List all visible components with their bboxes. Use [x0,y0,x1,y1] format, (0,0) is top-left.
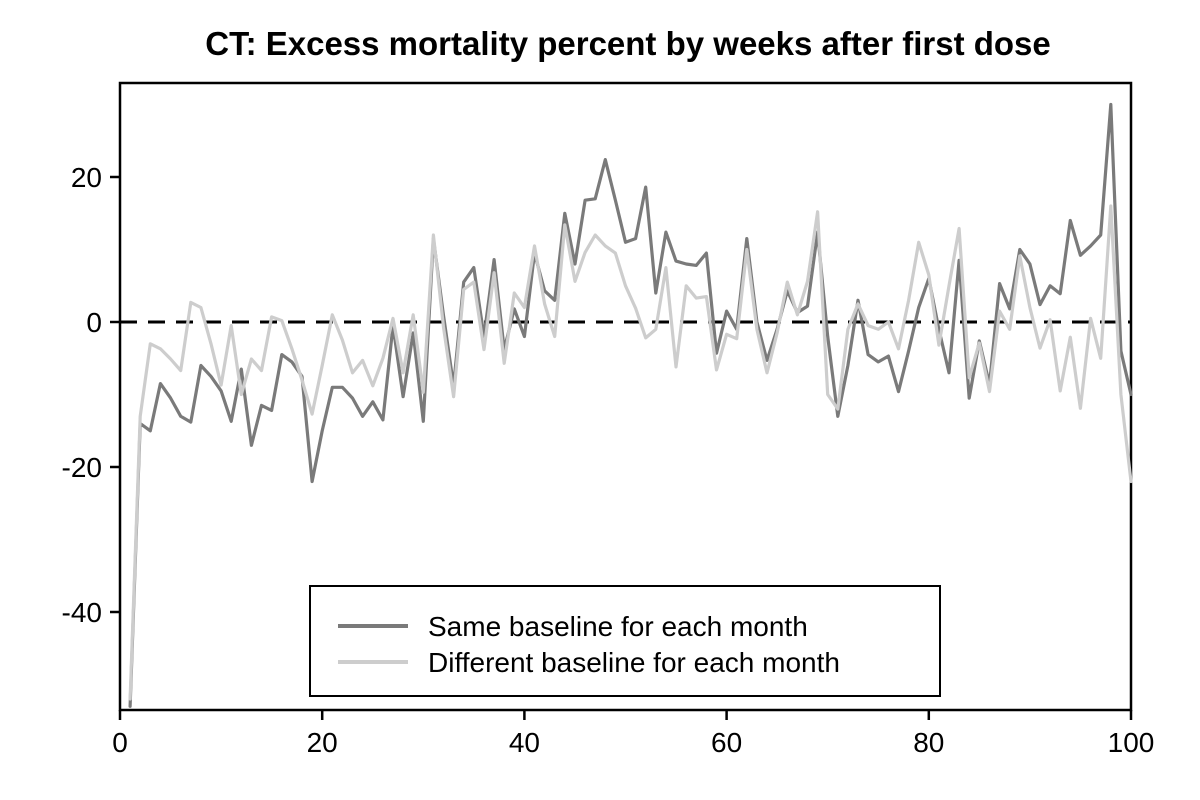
x-tick-label: 0 [112,727,128,758]
x-tick-label: 20 [307,727,338,758]
data-series [128,102,1133,708]
legend: Same baseline for each month Different b… [309,585,941,697]
x-tick-label: 60 [711,727,742,758]
legend-label-different-baseline: Different baseline for each month [428,647,840,678]
legend-box [309,585,941,697]
y-tick-label: -20 [62,452,102,483]
plot-border [118,81,1133,712]
y-tick-label: 0 [86,307,102,338]
y-tick-label: 20 [71,162,102,193]
series-different-baseline-line [128,204,1133,701]
axis-ticks: 0 20 40 60 80 100 20 0 -20 -40 [62,162,1155,758]
y-tick-label: -40 [62,597,102,628]
legend-label-same-baseline: Same baseline for each month [428,611,808,642]
x-tick-label: 80 [913,727,944,758]
x-tick-label: 100 [1108,727,1155,758]
chart-title: CT: Excess mortality percent by weeks af… [205,25,1051,62]
x-tick-label: 40 [509,727,540,758]
